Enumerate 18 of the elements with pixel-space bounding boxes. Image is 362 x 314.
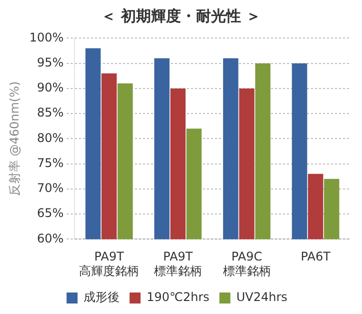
x-tick-label: PA6T — [300, 250, 332, 264]
y-tick-label: 95% — [37, 55, 64, 70]
y-tick-label: 85% — [37, 106, 64, 120]
legend-label: 成形後 — [84, 290, 120, 304]
y-tick-label: 100% — [29, 30, 64, 44]
y-tick-label: 65% — [37, 206, 64, 220]
x-tick-label: PA9T 標準銘柄 — [154, 250, 202, 278]
y-tick-label: 90% — [37, 80, 64, 95]
y-axis-title: 反射率 @460nm(%) — [7, 81, 22, 196]
y-tick-label: 80% — [37, 130, 64, 145]
x-tick-label: PA9T 高輝度銘柄 — [79, 250, 140, 278]
legend-label: UV24hrs — [236, 290, 288, 304]
legend-label: 190℃2hrs — [146, 290, 210, 304]
y-tick-label: 75% — [37, 156, 64, 170]
y-tick-label: 70% — [37, 181, 64, 196]
x-tick-label: PA9C 標準銘柄 — [222, 250, 271, 278]
chart-title: ＜ 初期輝度・耐光性 ＞ — [100, 6, 262, 27]
y-tick-label: 60% — [37, 231, 64, 246]
